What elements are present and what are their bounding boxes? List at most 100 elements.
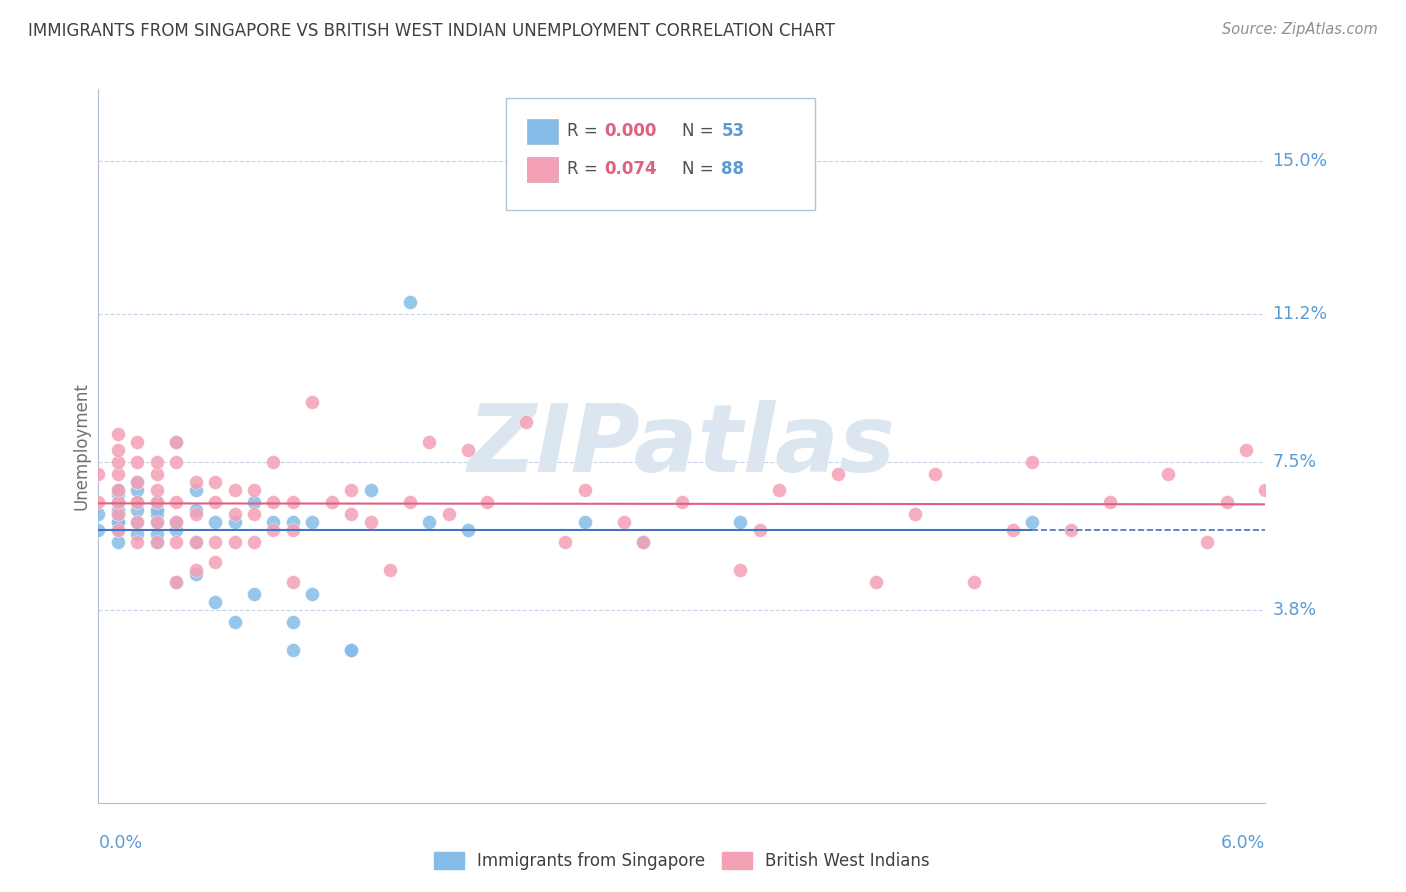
Point — [87, 507, 110, 521]
Point — [146, 495, 169, 509]
Point — [127, 495, 149, 509]
Point — [107, 523, 129, 537]
Point — [631, 535, 654, 549]
Point — [107, 427, 129, 442]
Point — [107, 515, 129, 529]
Point — [1098, 495, 1121, 509]
Point — [165, 535, 187, 549]
Point — [146, 507, 169, 521]
Point — [165, 515, 187, 529]
Point — [301, 395, 323, 409]
Point — [301, 515, 323, 529]
Point — [924, 467, 946, 481]
Point — [1234, 442, 1257, 457]
Point — [962, 575, 984, 590]
Point — [281, 615, 304, 630]
Point — [904, 507, 927, 521]
Point — [165, 575, 187, 590]
Point — [321, 495, 343, 509]
Point — [127, 535, 149, 549]
Point — [107, 442, 129, 457]
Point — [224, 535, 246, 549]
Point — [107, 515, 129, 529]
Point — [107, 455, 129, 469]
Point — [612, 515, 634, 529]
Point — [554, 535, 576, 549]
Point — [146, 535, 169, 549]
Point — [262, 455, 284, 469]
Text: R =: R = — [567, 122, 603, 140]
Point — [146, 483, 169, 497]
Text: N =: N = — [682, 161, 718, 178]
Text: N =: N = — [682, 122, 718, 140]
Point — [671, 495, 693, 509]
Point — [107, 507, 129, 521]
Point — [1157, 467, 1180, 481]
Point — [87, 523, 110, 537]
Point — [165, 515, 187, 529]
Point — [730, 563, 752, 577]
Point — [146, 515, 169, 529]
Point — [204, 595, 226, 609]
Legend: Immigrants from Singapore, British West Indians: Immigrants from Singapore, British West … — [427, 845, 936, 877]
Point — [360, 515, 382, 529]
Point — [107, 483, 129, 497]
Point — [146, 535, 169, 549]
Point — [748, 523, 770, 537]
Point — [165, 523, 187, 537]
Point — [184, 567, 207, 582]
Point — [1294, 535, 1316, 549]
Point — [87, 495, 110, 509]
Point — [146, 495, 169, 509]
Point — [1021, 515, 1043, 529]
Point — [204, 535, 226, 549]
Text: 3.8%: 3.8% — [1272, 601, 1316, 619]
Text: ZIPatlas: ZIPatlas — [468, 400, 896, 492]
Point — [631, 535, 654, 549]
Point — [127, 435, 149, 450]
Point — [243, 587, 266, 601]
Point — [262, 523, 284, 537]
Y-axis label: Unemployment: Unemployment — [72, 382, 90, 510]
Point — [184, 563, 207, 577]
Point — [281, 575, 304, 590]
Point — [1215, 495, 1237, 509]
Point — [146, 515, 169, 529]
Point — [398, 495, 420, 509]
Point — [243, 495, 266, 509]
Point — [165, 435, 187, 450]
Point — [243, 483, 266, 497]
Point — [1351, 455, 1374, 469]
Point — [457, 442, 479, 457]
Point — [340, 507, 363, 521]
Point — [418, 515, 440, 529]
Point — [340, 643, 363, 657]
Point — [146, 467, 169, 481]
Text: 7.5%: 7.5% — [1272, 453, 1316, 471]
Text: 0.000: 0.000 — [605, 122, 657, 140]
Point — [477, 495, 499, 509]
Point — [243, 507, 266, 521]
Point — [107, 507, 129, 521]
Point — [730, 515, 752, 529]
Point — [107, 535, 129, 549]
Point — [437, 507, 460, 521]
Point — [281, 643, 304, 657]
Point — [224, 615, 246, 630]
Point — [574, 483, 596, 497]
Point — [107, 503, 129, 517]
Point — [1001, 523, 1024, 537]
Point — [107, 487, 129, 501]
Point — [281, 495, 304, 509]
Point — [127, 475, 149, 489]
Point — [281, 523, 304, 537]
Point — [224, 483, 246, 497]
Text: 0.074: 0.074 — [605, 161, 657, 178]
Point — [262, 495, 284, 509]
Point — [281, 515, 304, 529]
Point — [184, 475, 207, 489]
Text: 11.2%: 11.2% — [1272, 305, 1327, 323]
Point — [107, 467, 129, 481]
Point — [184, 483, 207, 497]
Point — [146, 503, 169, 517]
